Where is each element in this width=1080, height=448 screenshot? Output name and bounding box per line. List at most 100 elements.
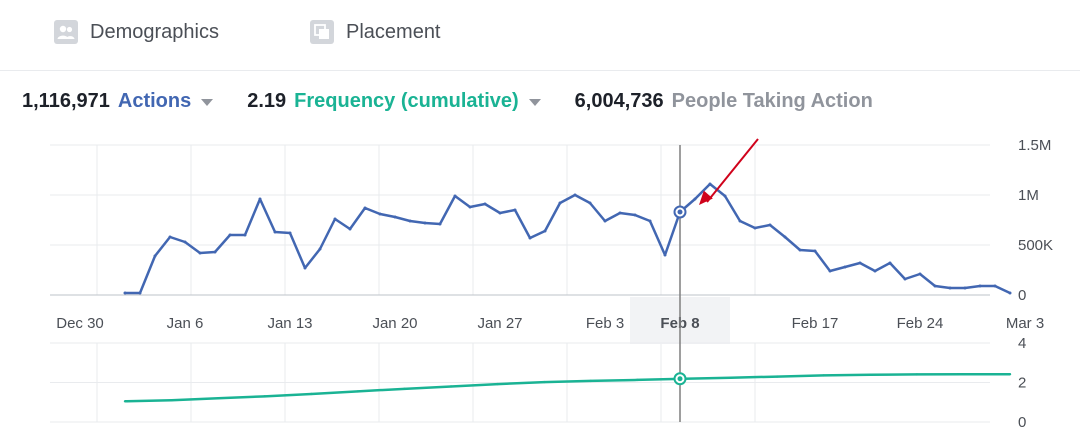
tab-demographics[interactable]: Demographics	[54, 18, 219, 46]
actions-data-point	[618, 211, 622, 215]
frequency-data-point	[962, 373, 965, 376]
actions-data-point	[768, 223, 772, 227]
actions-data-point	[738, 219, 742, 223]
actions-data-point	[528, 236, 532, 240]
frequency-data-point	[310, 392, 313, 396]
actions-data-point	[273, 230, 277, 234]
actions-data-point	[333, 217, 337, 221]
actions-data-point	[828, 269, 832, 273]
frequency-data-point	[543, 380, 546, 384]
frequency-data-point	[216, 397, 220, 400]
y-tick-label: 0	[1018, 414, 1026, 431]
actions-data-point	[1008, 291, 1012, 295]
actions-data-point	[648, 219, 652, 223]
actions-data-point	[633, 213, 637, 217]
x-tick-label: Feb 24	[897, 315, 944, 332]
actions-data-point	[933, 284, 937, 288]
actions-data-point	[558, 201, 562, 205]
actions-data-point	[843, 265, 847, 269]
breakdown-tabs: Demographics Placement	[0, 0, 1080, 64]
x-tick-label: Jan 20	[372, 315, 417, 332]
actions-value: 1,116,971	[22, 89, 110, 112]
actions-data-point	[498, 211, 502, 215]
y-tick-label: 4	[1018, 335, 1026, 352]
actions-data-point	[888, 261, 892, 265]
x-tick-label: Feb 17	[792, 315, 839, 332]
actions-data-point	[978, 284, 982, 288]
people-value: 6,004,736	[574, 89, 664, 112]
section-divider	[0, 70, 1080, 71]
actions-data-point	[513, 208, 517, 212]
frequency-data-point	[589, 379, 592, 383]
frequency-data-point	[1008, 373, 1012, 376]
actions-label: Actions	[117, 89, 192, 112]
actions-data-point	[303, 266, 307, 270]
x-tick-label: Jan 27	[477, 315, 522, 332]
actions-data-point	[213, 250, 217, 254]
frequency-data-point	[170, 399, 173, 402]
frequency-data-point	[496, 382, 499, 386]
frequency-data-point	[356, 390, 360, 393]
frequency-data-point	[775, 375, 779, 378]
tab-placement-label: Placement	[346, 20, 441, 43]
actions-data-point	[903, 277, 907, 281]
actions-highlight-marker-dot	[677, 209, 683, 215]
actions-data-point	[603, 219, 607, 223]
chevron-down-icon	[528, 98, 541, 106]
actions-series-line	[125, 182, 1011, 295]
frequency-label: Frequency (cumulative)	[294, 89, 519, 112]
actions-data-point	[243, 233, 247, 237]
frequency-data-point	[915, 373, 919, 376]
actions-data-point	[948, 286, 952, 290]
placement-icon	[310, 20, 334, 44]
actions-data-point	[288, 231, 292, 235]
annotation-arrowhead	[699, 190, 713, 205]
actions-data-point	[708, 182, 712, 186]
x-tick-label: Feb 3	[586, 315, 624, 332]
actions-data-point	[393, 215, 397, 219]
actions-data-point	[228, 233, 232, 237]
metrics-bar: 1,116,971 Actions 2.19 Frequency (cumula…	[22, 86, 907, 116]
annotation-arrow-icon	[706, 138, 759, 203]
actions-data-point	[318, 247, 322, 251]
actions-data-point	[783, 235, 787, 239]
actions-data-point	[153, 254, 157, 258]
actions-data-point	[588, 201, 592, 205]
frequency-data-point	[822, 374, 825, 377]
actions-data-point	[198, 251, 202, 255]
y-tick-label: 500K	[1018, 237, 1053, 254]
actions-data-point	[258, 197, 262, 201]
people-icon	[54, 20, 78, 44]
actions-data-point	[573, 193, 577, 197]
actions-data-point	[543, 229, 547, 233]
tab-demographics-label: Demographics	[90, 20, 219, 43]
frequency-metric-selector[interactable]: 2.19 Frequency (cumulative)	[247, 89, 541, 113]
frequency-data-point	[403, 387, 406, 391]
actions-data-point	[693, 197, 697, 201]
frequency-series-line	[124, 372, 1010, 403]
actions-data-point	[483, 202, 487, 206]
actions-data-point	[753, 226, 757, 230]
frequency-data-point	[729, 376, 732, 379]
frequency-data-point	[449, 385, 453, 388]
actions-data-point	[798, 248, 802, 252]
actions-data-point	[468, 205, 472, 209]
actions-data-point	[858, 261, 862, 265]
tab-placement[interactable]: Placement	[310, 18, 441, 46]
chevron-down-icon	[201, 98, 214, 106]
y-tick-label: 1.5M	[1018, 137, 1051, 154]
frequency-data-point	[263, 395, 266, 398]
actions-data-point	[123, 291, 127, 295]
actions-data-point	[663, 253, 667, 257]
actions-data-point	[813, 249, 817, 253]
people-metric: 6,004,736 People Taking Action	[575, 90, 873, 113]
actions-metric-selector[interactable]: 1,116,971 Actions	[22, 89, 214, 113]
x-tick-label: Mar 3	[1006, 315, 1044, 332]
actions-data-point	[723, 194, 727, 198]
y-tick-label: 1M	[1018, 187, 1039, 204]
actions-data-point	[993, 284, 997, 288]
actions-data-point	[918, 272, 922, 276]
actions-data-point	[348, 227, 352, 231]
frequency-value: 2.19	[247, 89, 287, 112]
